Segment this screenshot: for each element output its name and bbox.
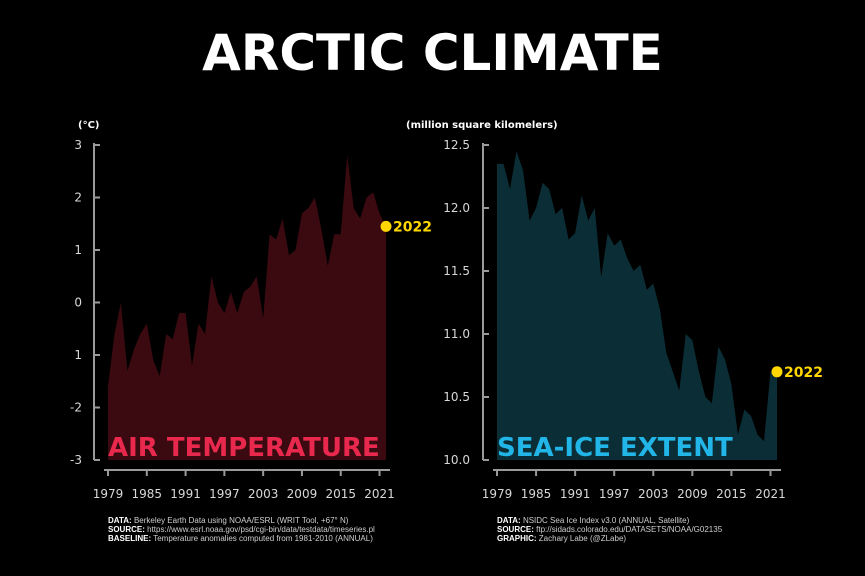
sea-ice-extent-y-tick-label: 12.5 (443, 138, 470, 152)
air-temperature-unit-label: (°C) (78, 120, 99, 131)
air-temperature-series-label: AIR TEMPERATURE (108, 433, 380, 463)
sea-ice-extent-latest-marker (771, 366, 783, 378)
sea-ice-extent-area (497, 151, 777, 461)
sea-ice-extent-x-tick-label: 1991 (560, 487, 591, 501)
sea-ice-extent-y-tick-label: 10.5 (443, 390, 470, 404)
credits-right: DATA: NSIDC Sea Ice Index v3.0 (ANNUAL, … (497, 516, 722, 543)
sea-ice-extent-y-tick-label: 12.0 (443, 201, 470, 215)
sea-ice-extent-y-tick-label: 11.0 (443, 327, 470, 341)
air-temperature-y-tick-label: 1 (74, 348, 82, 362)
sea-ice-extent-x-tick-label: 1985 (521, 487, 552, 501)
credit-line: DATA: Berkeley Earth Data using NOAA/ESR… (108, 516, 349, 525)
credits-left: DATA: Berkeley Earth Data using NOAA/ESR… (108, 516, 375, 543)
credit-line: SOURCE: ftp://sidads.colorado.edu/DATASE… (497, 525, 723, 534)
sea-ice-extent-x-tick-label: 1997 (599, 487, 630, 501)
air-temperature-x-tick-label: 2003 (248, 487, 279, 501)
air-temperature-y-tick-label: -3 (70, 453, 82, 467)
air-temperature-y-tick-label: 2 (74, 191, 82, 205)
air-temperature-x-tick-label: 1985 (132, 487, 163, 501)
sea-ice-extent-x-tick-label: 2009 (677, 487, 708, 501)
air-temperature-latest-label: 2022 (393, 219, 432, 235)
sea-ice-extent-unit-label: (million square kilomelers) (406, 120, 558, 131)
page-title: ARCTIC CLIMATE (202, 24, 663, 82)
air-temperature-y-tick-label: 3 (74, 138, 82, 152)
credit-line: BASELINE: Temperature anomalies computed… (108, 534, 373, 543)
air-temperature-latest-marker (380, 220, 392, 232)
sea-ice-extent-x-tick-label: 1979 (482, 487, 513, 501)
sea-ice-extent-latest-label: 2022 (784, 365, 823, 381)
air-temperature-x-tick-label: 1979 (93, 487, 124, 501)
air-temperature-area (108, 155, 386, 460)
air-temperature-y-tick-label: 0 (74, 296, 82, 310)
sea-ice-extent-y-tick-label: 10.0 (443, 453, 470, 467)
sea-ice-extent-x-tick-label: 2003 (638, 487, 669, 501)
air-temperature-x-tick-label: 1997 (209, 487, 240, 501)
credit-line: DATA: NSIDC Sea Ice Index v3.0 (ANNUAL, … (497, 516, 690, 525)
air-temperature-x-tick-label: 1991 (170, 487, 201, 501)
air-temperature-x-tick-label: 2021 (364, 487, 395, 501)
sea-ice-extent-y-tick-label: 11.5 (443, 264, 470, 278)
air-temperature-x-tick-label: 2009 (287, 487, 318, 501)
credit-line: GRAPHIC: Zachary Labe (@ZLabe) (497, 534, 627, 543)
air-temperature-y-tick-label: 1 (74, 243, 82, 257)
sea-ice-extent-x-tick-label: 2021 (755, 487, 786, 501)
sea-ice-extent-series-label: SEA-ICE EXTENT (497, 433, 733, 463)
air-temperature-x-tick-label: 2015 (325, 487, 356, 501)
sea-ice-extent-x-tick-label: 2015 (716, 487, 747, 501)
credit-line: SOURCE: https://www.esrl.noaa.gov/psd/cg… (108, 525, 375, 534)
air-temperature-y-tick-label: -2 (70, 401, 82, 415)
